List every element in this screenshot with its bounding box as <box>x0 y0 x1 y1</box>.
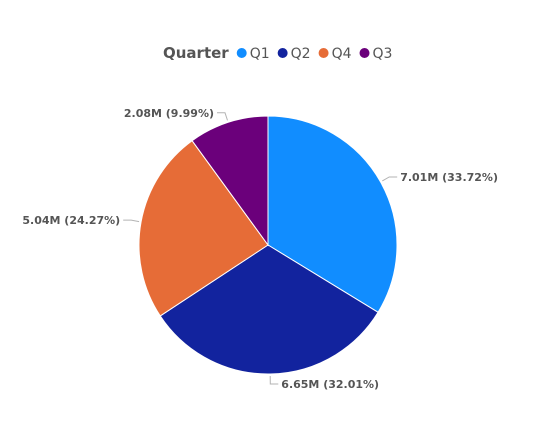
legend-item-q3[interactable]: Q3 <box>359 46 393 62</box>
legend-item-q2[interactable]: Q2 <box>277 46 311 62</box>
legend-label-q1: Q1 <box>250 46 270 62</box>
pie-slice-q2[interactable] <box>159 244 379 375</box>
leader-line-q3 <box>217 112 228 121</box>
legend-marker-q4 <box>318 48 329 58</box>
pie-slice-q1[interactable] <box>267 115 398 313</box>
legend-marker-q2 <box>277 48 288 58</box>
pie-slices <box>138 115 398 375</box>
pie-slice-q4[interactable] <box>138 139 269 317</box>
legend-title: Quarter <box>163 44 229 62</box>
leader-line-q1 <box>382 176 398 182</box>
legend-item-q1[interactable]: Q1 <box>236 46 270 62</box>
data-label-q3: 2.08M (9.99%) <box>124 107 214 120</box>
leader-line-q2 <box>269 375 279 385</box>
data-label-q1: 7.01M (33.72%) <box>400 171 498 184</box>
legend-item-q4[interactable]: Q4 <box>318 46 352 62</box>
legend-label-q3: Q3 <box>373 46 393 62</box>
legend-label-q4: Q4 <box>332 46 352 62</box>
legend-label-q2: Q2 <box>291 46 311 62</box>
data-labels: 7.01M (33.72%) 6.65M (32.01%) 5.04M (24.27… <box>22 107 498 391</box>
legend-marker-q3 <box>359 48 370 58</box>
legend-marker-q1 <box>236 48 247 58</box>
data-label-q2: 6.65M (32.01%) <box>281 378 379 391</box>
leader-line-q4 <box>123 219 140 223</box>
legend: Quarter Q1 Q2 Q4 Q3 <box>163 44 392 62</box>
data-label-q4: 5.04M (24.27%) <box>22 214 120 227</box>
pie-slice-q3[interactable] <box>191 115 269 247</box>
